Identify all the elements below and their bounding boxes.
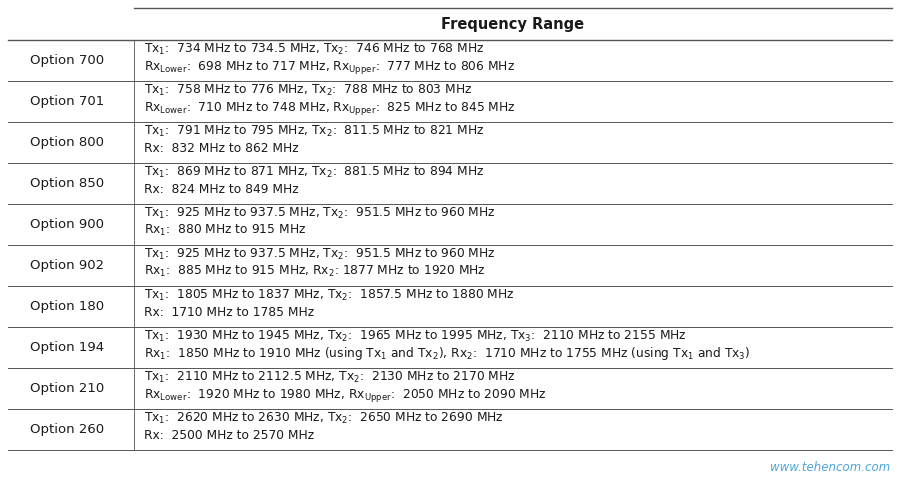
Text: Tx$_1$:  925 MHz to 937.5 MHz, Tx$_2$:  951.5 MHz to 960 MHz: Tx$_1$: 925 MHz to 937.5 MHz, Tx$_2$: 95… xyxy=(144,206,496,221)
Text: Tx$_1$:  869 MHz to 871 MHz, Tx$_2$:  881.5 MHz to 894 MHz: Tx$_1$: 869 MHz to 871 MHz, Tx$_2$: 881.… xyxy=(144,165,484,180)
Text: Tx$_1$:  1805 MHz to 1837 MHz, Tx$_2$:  1857.5 MHz to 1880 MHz: Tx$_1$: 1805 MHz to 1837 MHz, Tx$_2$: 18… xyxy=(144,288,515,303)
Text: Tx$_1$:  925 MHz to 937.5 MHz, Tx$_2$:  951.5 MHz to 960 MHz: Tx$_1$: 925 MHz to 937.5 MHz, Tx$_2$: 95… xyxy=(144,247,496,262)
Text: Option 800: Option 800 xyxy=(30,136,104,149)
Text: Rx:  832 MHz to 862 MHz: Rx: 832 MHz to 862 MHz xyxy=(144,142,299,155)
Text: Rx$_1$:  880 MHz to 915 MHz: Rx$_1$: 880 MHz to 915 MHz xyxy=(144,223,306,238)
Text: Rx:  824 MHz to 849 MHz: Rx: 824 MHz to 849 MHz xyxy=(144,183,299,196)
Text: Tx$_1$:  1930 MHz to 1945 MHz, Tx$_2$:  1965 MHz to 1995 MHz, Tx$_3$:  2110 MHz : Tx$_1$: 1930 MHz to 1945 MHz, Tx$_2$: 19… xyxy=(144,329,687,344)
Text: Rx$_{\mathregular{Lower}}$:  698 MHz to 717 MHz, Rx$_{\mathregular{Upper}}$:  77: Rx$_{\mathregular{Lower}}$: 698 MHz to 7… xyxy=(144,59,515,76)
Text: Tx$_1$:  2110 MHz to 2112.5 MHz, Tx$_2$:  2130 MHz to 2170 MHz: Tx$_1$: 2110 MHz to 2112.5 MHz, Tx$_2$: … xyxy=(144,370,516,385)
Text: Option 701: Option 701 xyxy=(30,95,104,108)
Text: Rx:  1710 MHz to 1785 MHz: Rx: 1710 MHz to 1785 MHz xyxy=(144,306,314,319)
Text: Rx:  2500 MHz to 2570 MHz: Rx: 2500 MHz to 2570 MHz xyxy=(144,429,314,442)
Text: Rx$_1$:  885 MHz to 915 MHz, Rx$_2$: 1877 MHz to 1920 MHz: Rx$_1$: 885 MHz to 915 MHz, Rx$_2$: 1877… xyxy=(144,264,486,279)
Text: Frequency Range: Frequency Range xyxy=(441,16,585,32)
Text: Option 900: Option 900 xyxy=(30,218,104,231)
Text: Tx$_1$:  758 MHz to 776 MHz, Tx$_2$:  788 MHz to 803 MHz: Tx$_1$: 758 MHz to 776 MHz, Tx$_2$: 788 … xyxy=(144,83,472,98)
Text: Option 902: Option 902 xyxy=(30,259,104,272)
Text: Tx$_1$:  791 MHz to 795 MHz, Tx$_2$:  811.5 MHz to 821 MHz: Tx$_1$: 791 MHz to 795 MHz, Tx$_2$: 811.… xyxy=(144,124,484,139)
Text: Option 850: Option 850 xyxy=(30,177,104,190)
Text: Tx$_1$:  734 MHz to 734.5 MHz, Tx$_2$:  746 MHz to 768 MHz: Tx$_1$: 734 MHz to 734.5 MHz, Tx$_2$: 74… xyxy=(144,42,484,57)
Text: Option 180: Option 180 xyxy=(30,300,104,313)
Text: www.tehencom.com: www.tehencom.com xyxy=(770,461,890,474)
Text: Option 194: Option 194 xyxy=(30,341,104,354)
Text: Option 210: Option 210 xyxy=(30,382,104,395)
Text: Rx$_{\mathregular{Lower}}$:  1920 MHz to 1980 MHz, Rx$_{\mathregular{Upper}}$:  : Rx$_{\mathregular{Lower}}$: 1920 MHz to … xyxy=(144,387,546,404)
Text: Rx$_1$:  1850 MHz to 1910 MHz (using Tx$_1$ and Tx$_2$), Rx$_2$:  1710 MHz to 17: Rx$_1$: 1850 MHz to 1910 MHz (using Tx$_… xyxy=(144,345,751,362)
Text: Tx$_1$:  2620 MHz to 2630 MHz, Tx$_2$:  2650 MHz to 2690 MHz: Tx$_1$: 2620 MHz to 2630 MHz, Tx$_2$: 26… xyxy=(144,411,504,426)
Text: Option 700: Option 700 xyxy=(30,54,104,67)
Text: Option 260: Option 260 xyxy=(30,423,104,436)
Text: Rx$_{\mathregular{Lower}}$:  710 MHz to 748 MHz, Rx$_{\mathregular{Upper}}$:  82: Rx$_{\mathregular{Lower}}$: 710 MHz to 7… xyxy=(144,100,516,117)
